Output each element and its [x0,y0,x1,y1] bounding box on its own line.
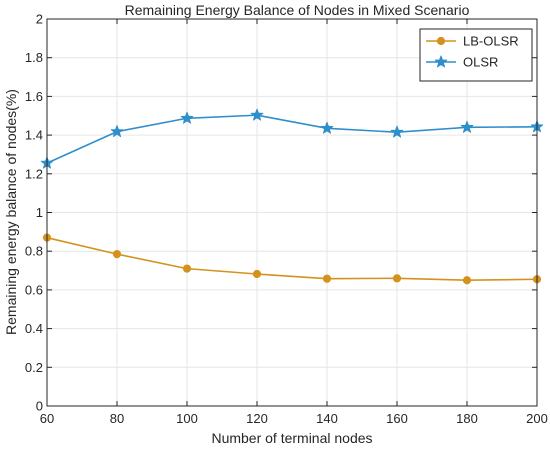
y-tick-label: 0.6 [25,282,43,297]
data-point-olsr [320,121,334,134]
y-tick-label: 2 [36,12,43,27]
x-tick-label: 60 [40,411,54,426]
legend-label: LB-OLSR [463,34,519,49]
x-tick-label: 160 [386,411,408,426]
y-tick-label: 1.6 [25,89,43,104]
legend-label: OLSR [463,55,498,70]
data-point-lb-olsr [252,269,262,279]
data-point-olsr [460,120,474,133]
data-point-olsr [180,111,194,124]
x-tick-label: 120 [246,411,268,426]
x-tick-label: 80 [110,411,124,426]
y-tick-label: 0 [36,399,43,414]
legend-marker [434,55,448,68]
x-tick-label: 140 [316,411,338,426]
data-point-olsr [250,108,264,121]
y-tick-label: 1.2 [25,166,43,181]
data-point-olsr [110,125,124,138]
y-tick-label: 0.8 [25,244,43,259]
data-point-lb-olsr [322,274,332,283]
series-layer [40,108,544,285]
series-line-olsr [46,114,538,164]
tick-layer: 60 80 100 120 140 160 180 200 0 0.2 0.4 0.6 0.8 1 1.2 1… [25,12,548,427]
data-point-olsr [390,125,404,138]
y-tick-label: 1 [36,205,43,220]
y-tick-label: 0.4 [25,321,43,336]
y-tick-label: 1.8 [25,50,43,65]
y-tick-label: 1.4 [25,128,43,143]
x-axis-label: Number of terminal nodes [211,430,372,446]
y-axis-label: Remaining energy balance of nodes(%) [3,89,19,335]
x-tick-label: 100 [176,411,198,426]
legend: LB-OLSR OLSR [419,28,533,82]
data-point-lb-olsr [182,264,192,273]
data-point-lb-olsr [112,250,122,259]
series-line-lb-olsr [46,236,538,282]
y-tick-label: 0.2 [25,360,43,375]
data-point-lb-olsr [462,276,472,285]
data-point-lb-olsr [392,274,402,283]
chart-title: Remaining Energy Balance of Nodes in Mix… [125,2,470,18]
x-tick-label: 180 [456,411,478,426]
x-tick-label: 200 [526,411,548,426]
legend-marker [436,36,446,46]
